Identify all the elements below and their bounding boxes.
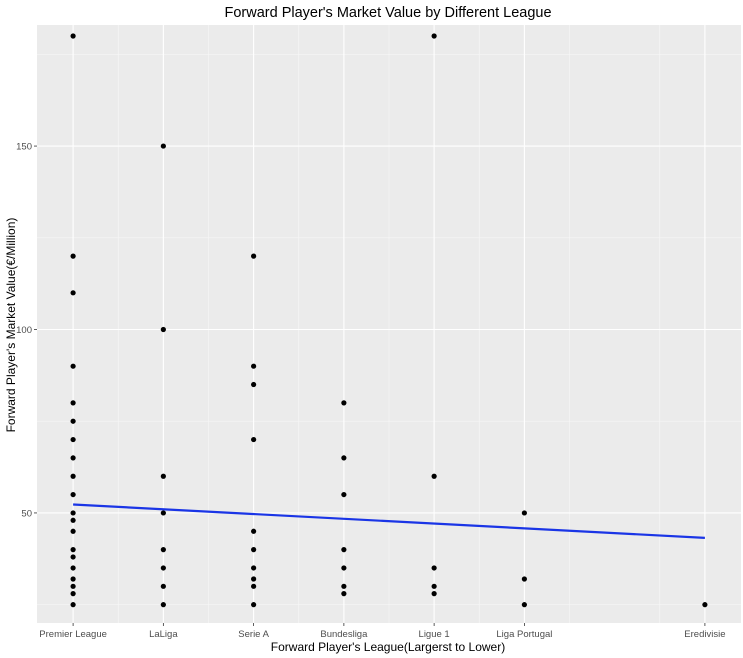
trend-line xyxy=(73,503,705,539)
data-point xyxy=(70,583,76,589)
data-point xyxy=(70,253,76,259)
data-point xyxy=(521,602,527,608)
data-point xyxy=(70,455,76,461)
data-point xyxy=(160,473,166,479)
data-point xyxy=(251,253,257,259)
data-point xyxy=(431,591,437,597)
data-point xyxy=(160,326,166,333)
x-tick-label: Ligue 1 xyxy=(419,629,450,640)
data-point xyxy=(70,510,76,516)
chart-title: Forward Player's Market Value by Differe… xyxy=(224,5,551,21)
x-axis-title: Forward Player's League(Largerst to Lowe… xyxy=(271,640,505,654)
data-point xyxy=(70,591,76,597)
data-point xyxy=(160,583,166,589)
data-point xyxy=(251,565,257,571)
data-point xyxy=(431,583,437,589)
x-tick-label: Bundesliga xyxy=(320,629,368,640)
data-point xyxy=(70,517,76,523)
data-point xyxy=(70,602,76,608)
data-point xyxy=(70,400,76,406)
data-point xyxy=(70,290,76,296)
data-point xyxy=(70,528,76,534)
data-point xyxy=(70,436,76,443)
x-tick-label: Liga Portugal xyxy=(496,629,552,640)
data-point xyxy=(251,528,257,534)
y-tick-label: 150 xyxy=(16,142,32,153)
x-axis: Premier League LaLiga Serie A Bundesliga Lig… xyxy=(39,623,725,640)
data-point xyxy=(160,510,166,516)
data-point xyxy=(160,547,166,553)
data-point xyxy=(70,491,76,498)
data-point xyxy=(251,381,257,388)
data-point xyxy=(431,33,437,39)
data-point xyxy=(70,576,76,582)
data-point xyxy=(521,510,527,516)
data-point xyxy=(431,473,437,479)
data-point xyxy=(251,547,257,553)
x-tick-label: Eredivisie xyxy=(684,629,725,640)
data-point xyxy=(341,400,347,406)
x-tick-label: Serie A xyxy=(238,629,269,640)
y-tick-label: 100 xyxy=(16,325,32,336)
data-point xyxy=(160,602,166,608)
data-point xyxy=(70,363,76,369)
data-point xyxy=(341,565,347,571)
data-point xyxy=(70,554,76,560)
data-point xyxy=(251,583,257,589)
data-point xyxy=(70,565,76,571)
x-tick-label: LaLiga xyxy=(149,629,178,640)
data-point xyxy=(251,602,257,608)
data-point xyxy=(341,591,347,597)
data-point xyxy=(160,565,166,571)
data-point xyxy=(251,436,257,443)
data-point xyxy=(251,576,257,582)
data-point xyxy=(431,565,437,571)
data-points xyxy=(70,33,708,608)
trend-line-group xyxy=(73,503,705,539)
y-axis-title: Forward Player's Market Value(€/Million) xyxy=(4,218,18,433)
data-point xyxy=(160,143,166,149)
data-point xyxy=(70,473,76,479)
data-point xyxy=(251,363,257,369)
plot-panel xyxy=(37,25,741,623)
data-point xyxy=(70,33,76,39)
x-tick-label: Premier League xyxy=(39,629,107,640)
data-point xyxy=(341,547,347,553)
data-point xyxy=(341,455,347,461)
data-point xyxy=(341,491,347,498)
y-tick-label: 50 xyxy=(21,508,32,519)
data-point xyxy=(70,418,76,424)
y-axis: 50 100 150 xyxy=(16,142,37,519)
data-point xyxy=(521,576,527,582)
data-point xyxy=(702,602,708,608)
data-point xyxy=(70,547,76,553)
data-point xyxy=(341,583,347,589)
